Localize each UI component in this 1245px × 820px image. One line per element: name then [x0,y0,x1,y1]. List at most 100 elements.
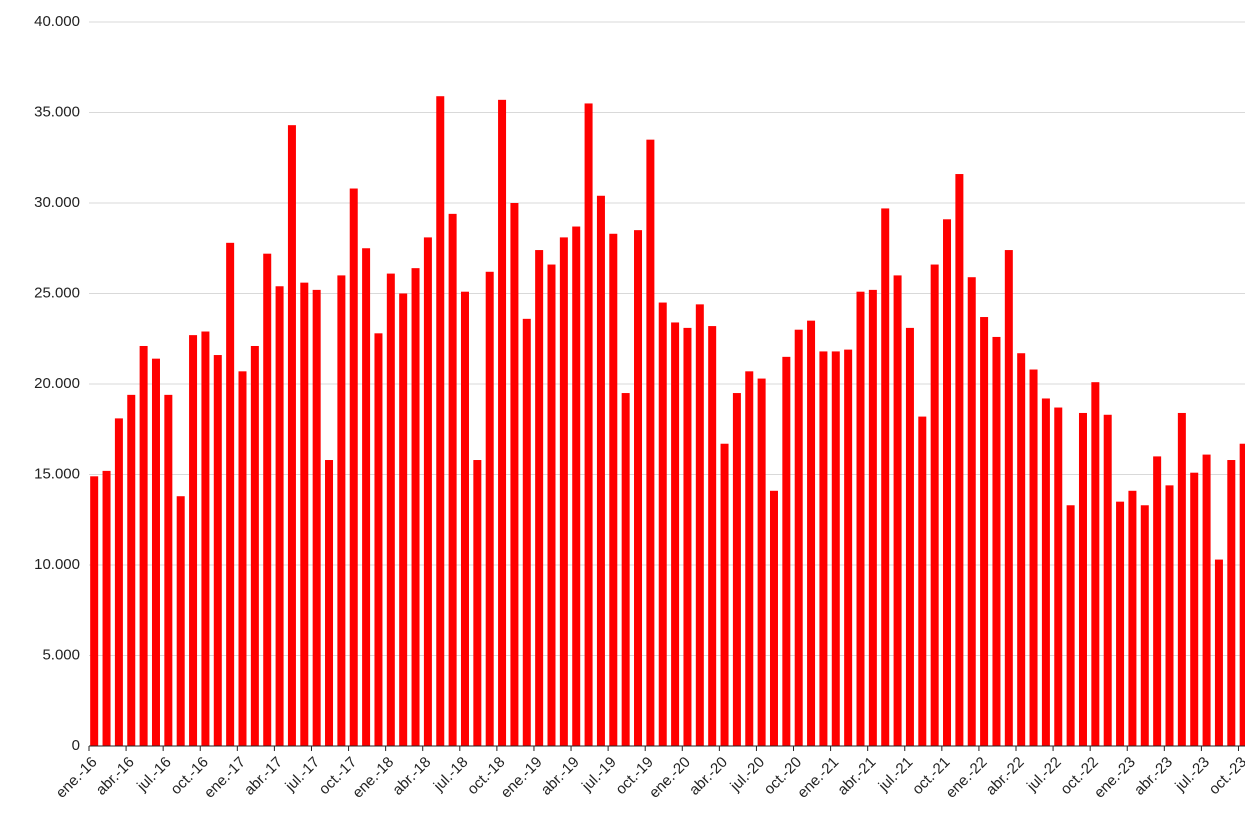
bar [1066,505,1075,746]
bar [732,393,741,746]
x-tick-label: jul.-17 [281,754,323,796]
y-tick-label: 10.000 [34,556,80,573]
bar [127,394,136,746]
bar [139,345,148,746]
bar [1004,250,1013,746]
bar [226,242,235,746]
bar [671,322,680,746]
bar [1140,505,1149,746]
bar [955,174,964,747]
y-tick-label: 20.000 [34,375,80,392]
bar [448,213,457,747]
bar [349,188,358,746]
bar [300,282,309,746]
x-tick-label: abr.-17 [241,754,286,799]
bar [992,336,1001,746]
bar [856,291,865,746]
y-tick-label: 0 [72,737,80,754]
bar [683,327,692,746]
bar [621,393,630,746]
bar [114,418,123,746]
x-tick-label: ene.-17 [201,754,249,802]
bar [473,460,482,746]
x-tick-label: abr.-18 [389,754,434,799]
bar [374,333,383,746]
x-tick-label: ene.-19 [498,754,546,802]
bar [411,268,420,746]
bar [1017,353,1026,746]
bar [967,277,976,746]
bar [1029,369,1038,746]
x-tick-label: jul.-19 [578,754,620,796]
bar [275,286,284,746]
bar [189,335,198,746]
x-tick-label: abr.-22 [983,754,1028,799]
x-tick-label: ene.-21 [794,754,842,802]
bar [547,264,556,746]
bar [151,358,160,746]
y-tick-label: 25.000 [34,284,80,301]
bar [1078,412,1087,746]
y-tick-label: 35.000 [34,103,80,120]
x-tick-label: abr.-21 [834,754,879,799]
bar [102,470,111,746]
bar [930,264,939,746]
x-tick-label: abr.-23 [1131,754,1176,799]
bar [943,219,952,747]
bar [176,496,185,746]
x-tick-label: abr.-19 [538,754,583,799]
bar [918,416,927,746]
bar [535,250,544,746]
y-tick-label: 15.000 [34,465,80,482]
x-tick-label: jul.-23 [1171,754,1213,796]
bar [868,289,877,746]
y-tick-label: 30.000 [34,194,80,211]
bar [337,275,346,746]
bar [498,99,507,746]
bar [1153,456,1162,746]
bar [1054,407,1063,746]
bar [1214,559,1223,746]
bar [572,226,581,746]
bar [213,355,222,746]
bar [559,237,568,746]
bar [263,253,272,746]
bar [757,378,766,746]
bar [325,460,334,746]
bar [436,96,445,746]
bar [1128,490,1137,746]
bar [782,356,791,746]
bar [658,302,667,746]
bar [1165,485,1174,746]
bar [893,275,902,746]
bar [238,371,247,746]
bar [1202,454,1211,746]
bar [980,317,989,746]
bar [312,289,321,746]
y-tick-label: 5.000 [42,646,80,663]
x-tick-label: oct.-23 [1206,754,1245,798]
x-tick-label: jul.-20 [726,754,768,796]
bar [720,443,729,746]
bar [905,327,914,746]
bar [386,273,395,746]
bar [769,490,778,746]
bar [1041,398,1050,746]
x-tick-label: jul.-22 [1023,754,1065,796]
bar [485,271,494,746]
x-tick-label: ene.-16 [53,754,101,802]
x-tick-label: jul.-18 [430,754,472,796]
bar [695,304,704,746]
x-tick-label: ene.-23 [1091,754,1139,802]
bar [1116,501,1125,746]
bar [596,195,605,746]
x-tick-label: ene.-20 [646,754,694,802]
bar [522,318,531,746]
bar [807,320,816,746]
bar [1227,460,1236,746]
bar [609,233,618,746]
x-tick-label: abr.-16 [93,754,138,799]
bar [646,139,655,746]
bar [1091,382,1100,746]
